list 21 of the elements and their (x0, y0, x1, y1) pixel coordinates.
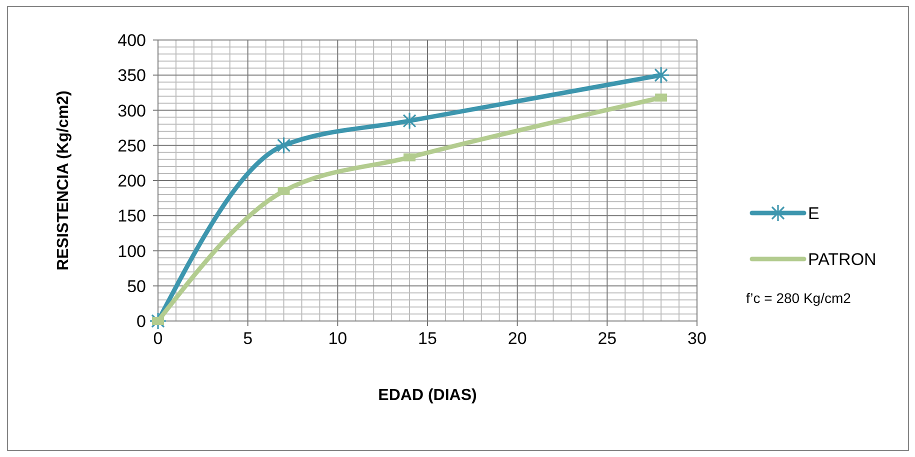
x-tick-label: 20 (508, 329, 527, 348)
y-tick-label: 0 (136, 312, 146, 331)
x-tick-label: 15 (418, 329, 437, 348)
x-tick-label: 10 (328, 329, 348, 348)
y-axis-title: RESISTENCIA (Kg/cm2) (55, 90, 72, 270)
y-tick-label: 350 (118, 66, 146, 86)
x-tick-label: 25 (598, 329, 617, 348)
y-tick-label: 150 (118, 206, 146, 226)
x-tick-label: 5 (243, 329, 253, 348)
y-tick-label: 100 (118, 242, 146, 261)
y-tick-label: 300 (118, 101, 146, 120)
y-tick-label: 400 (118, 31, 146, 50)
x-tick-label: 0 (153, 329, 163, 348)
y-tick-label: 250 (118, 136, 146, 156)
x-axis-title: EDAD (DIAS) (378, 387, 477, 404)
legend-label: E (808, 204, 820, 223)
x-tick-label: 30 (688, 329, 706, 348)
y-tick-label: 50 (127, 276, 146, 296)
text: f’c = 280 Kg/cm2 (746, 290, 852, 306)
y-tick-label: 200 (118, 172, 146, 190)
legend-label: PATRON (808, 250, 876, 269)
